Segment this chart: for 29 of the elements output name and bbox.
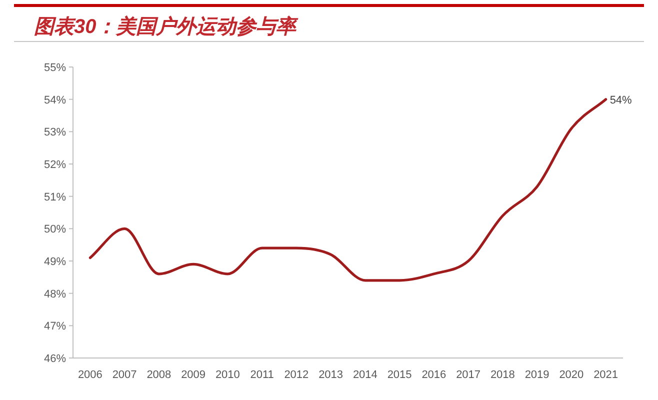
y-tick-label: 54% [44,94,66,106]
y-tick-label: 55% [44,62,66,74]
y-tick-label: 49% [44,256,66,268]
x-tick-label: 2008 [146,369,172,381]
x-tick-label: 2019 [524,369,550,381]
x-tick-label: 2013 [318,369,344,381]
y-tick-label: 51% [44,191,66,204]
y-tick-label: 50% [44,224,66,236]
x-tick-label: 2015 [387,369,412,381]
data-label: 54% [610,94,632,106]
y-tick-label: 48% [44,288,66,300]
x-tick-label: 2020 [559,369,584,381]
chart-title: 图表30：美国户外运动参与率 [34,14,296,40]
x-tick-label: 2011 [250,369,274,381]
x-tick-label: 2010 [215,369,240,381]
x-tick-label: 2012 [284,369,309,381]
x-tick-label: 2007 [112,369,137,381]
x-tick-label: 2014 [352,369,378,381]
x-tick-label: 2016 [422,369,446,381]
line-series [88,98,608,282]
x-tick-label: 2018 [490,369,515,381]
x-tick-label: 2017 [456,369,481,381]
x-tick-label: 2009 [181,369,206,381]
y-tick-label: 46% [44,353,66,365]
y-tick-label: 53% [44,126,66,139]
x-tick-label: 2006 [78,369,102,381]
x-tick-label: 2021 [594,369,618,381]
y-tick-label: 47% [44,320,66,333]
y-tick-label: 52% [44,159,66,171]
